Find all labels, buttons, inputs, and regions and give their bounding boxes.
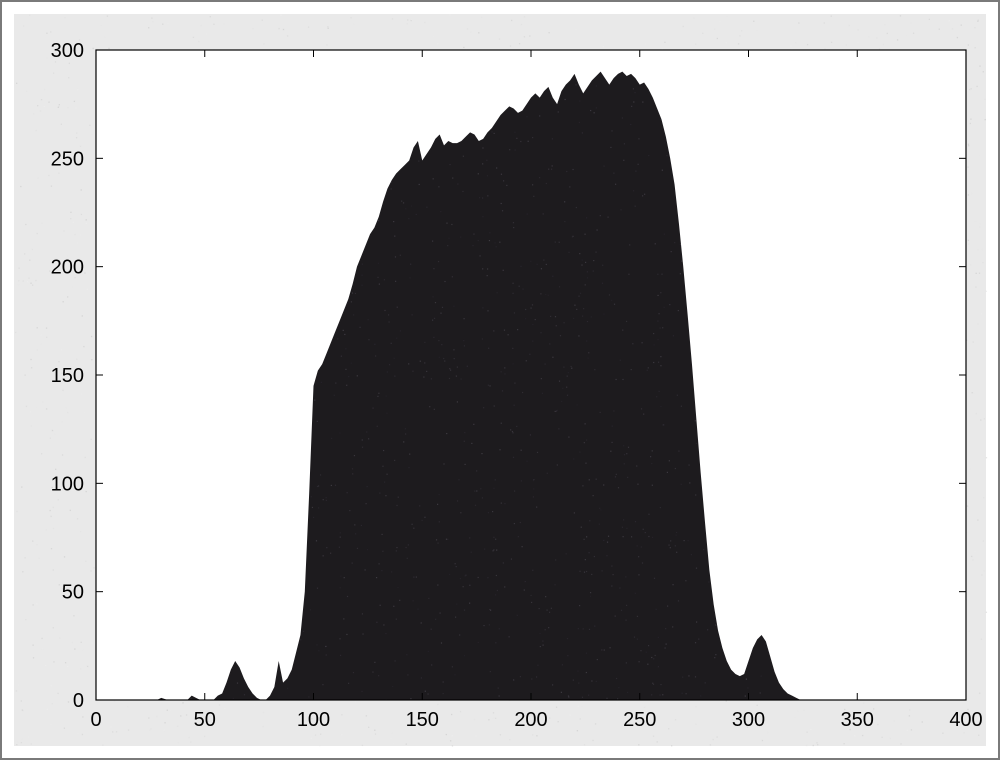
x-tick-label: 0 bbox=[90, 709, 101, 731]
x-tick-label: 250 bbox=[623, 709, 656, 731]
y-tick-label: 100 bbox=[51, 473, 84, 495]
x-tick-label: 100 bbox=[297, 709, 330, 731]
y-tick-label: 50 bbox=[62, 582, 84, 604]
x-tick-label: 300 bbox=[732, 709, 765, 731]
y-tick-label: 150 bbox=[51, 365, 84, 387]
x-tick-label: 50 bbox=[194, 709, 216, 731]
histogram-chart: 0 50 100 150 200 250 300 350 400 0 50 100 150 200 250 3… bbox=[0, 0, 1000, 760]
x-tick-label: 400 bbox=[949, 709, 982, 731]
y-tick-label: 250 bbox=[51, 148, 84, 170]
figure-frame: 0 50 100 150 200 250 300 350 400 0 50 100 150 200 250 3… bbox=[0, 0, 1000, 760]
y-tick-label: 200 bbox=[51, 257, 84, 279]
y-tick-label: 0 bbox=[73, 690, 84, 712]
x-tick-label: 350 bbox=[841, 709, 874, 731]
x-tick-label: 200 bbox=[514, 709, 547, 731]
x-tick-label: 150 bbox=[406, 709, 439, 731]
y-tick-label: 300 bbox=[51, 40, 84, 62]
